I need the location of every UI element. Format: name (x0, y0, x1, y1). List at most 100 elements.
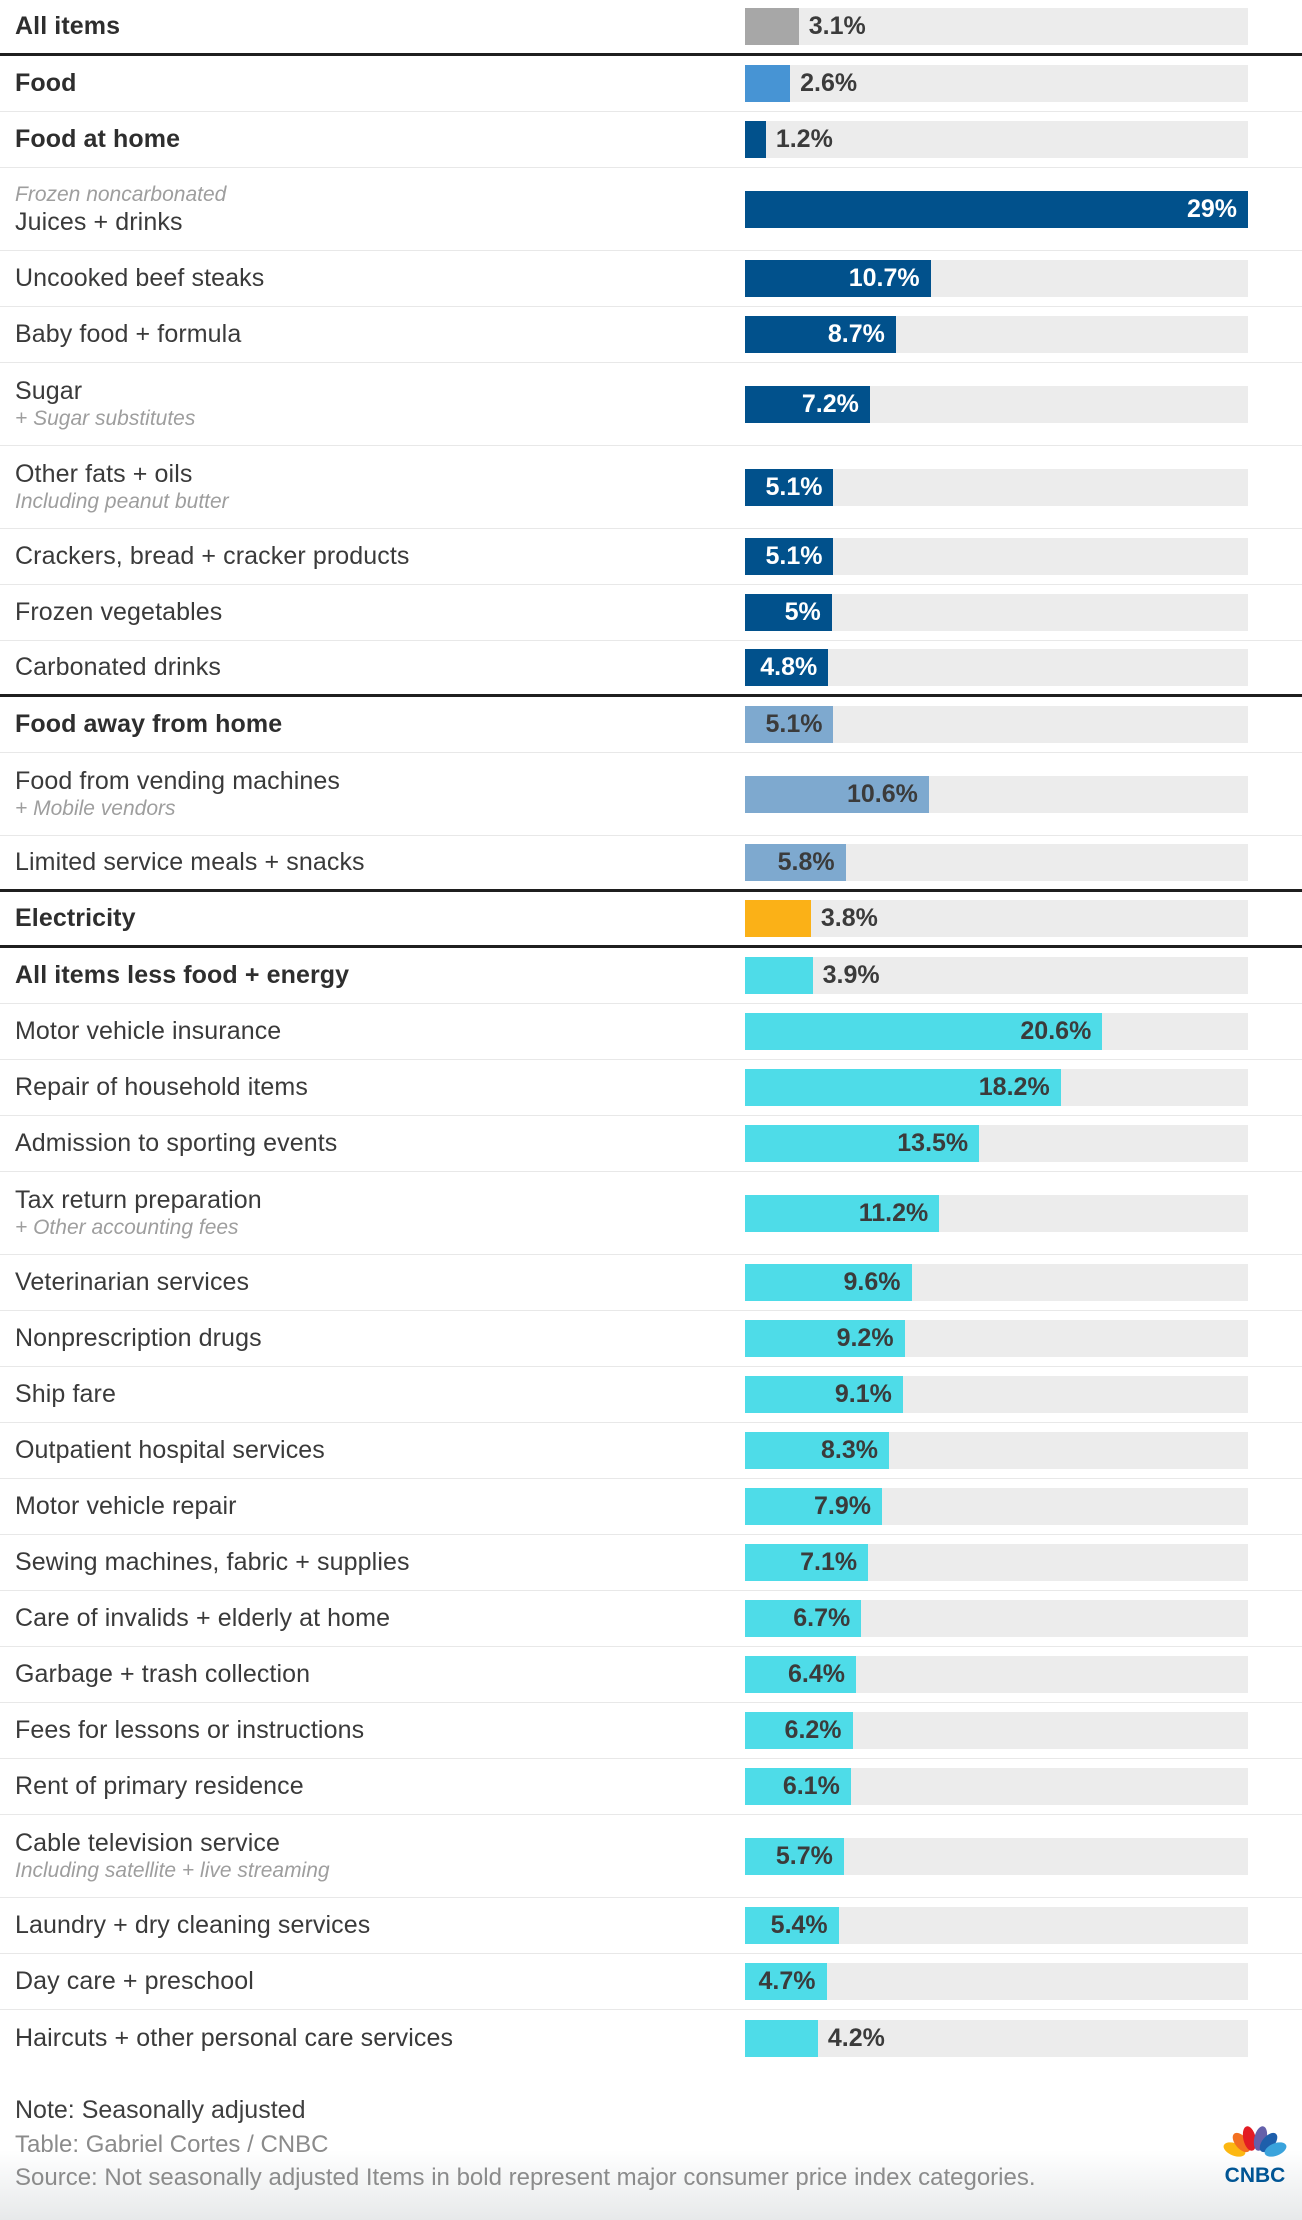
table-row: Cable television service Including satell… (0, 1815, 1302, 1898)
bar-cell: 5.1% (745, 538, 1248, 575)
row-label: Tax return preparation (15, 1185, 262, 1214)
row-label: Juices + drinks (15, 207, 183, 236)
row-label: Haircuts + other personal care services (15, 2023, 454, 2052)
bar-cell: 4.7% (745, 1963, 1248, 2000)
bar-track: 29% (745, 190, 1248, 228)
row-label: Uncooked beef steaks (15, 264, 265, 292)
bar-track: 7.2% (745, 385, 1248, 423)
bar-cell: 9.6% (745, 1264, 1248, 1301)
table-row: Garbage + trash collection 6.4% (0, 1647, 1302, 1703)
bar-cell: 5.7% (745, 1837, 1248, 1875)
bar: 5.1% (745, 538, 834, 575)
bar-cell: 29% (745, 190, 1248, 228)
bar-value-label: 9.1% (834, 1380, 892, 1408)
bar (745, 957, 813, 994)
bar (745, 900, 811, 937)
bar-cell: 4.8% (745, 649, 1248, 686)
bar: 6.1% (745, 1768, 851, 1805)
bar-value-label: 20.6% (1020, 1017, 1092, 1045)
row-label: Frozen vegetables (15, 598, 223, 626)
bottom-gradient-strip (0, 2150, 1302, 2220)
bar-value-label: 5% (784, 598, 821, 626)
bar-cell: 10.6% (745, 775, 1248, 813)
table-row: Electricity 3.8% (0, 892, 1302, 948)
bar-track: 5.4% (745, 1907, 1248, 1944)
table-row: Food from vending machines + Mobile vendo… (0, 753, 1302, 836)
cnbc-logo: CNBC (1223, 2126, 1287, 2187)
bar: 18.2% (745, 1069, 1061, 1106)
row-label-group: Outpatient hospital services (0, 1436, 745, 1465)
bar-cell: 1.2% (745, 121, 1248, 158)
bar-track: 4.7% (745, 1963, 1248, 2000)
row-label: Day care + preschool (15, 1967, 254, 1995)
row-label-group: Food away from home (0, 710, 745, 739)
row-label-group: Tax return preparation + Other accounting… (0, 1186, 745, 1241)
bar-track: 8.7% (745, 316, 1248, 353)
bar-cell: 7.9% (745, 1488, 1248, 1525)
table-row: Motor vehicle repair 7.9% (0, 1479, 1302, 1535)
row-label-group: All items (0, 12, 745, 41)
bar (745, 65, 791, 102)
bar-track: 1.2% (745, 121, 1248, 158)
table-row: Motor vehicle insurance 20.6% (0, 1004, 1302, 1060)
bar-cell: 6.4% (745, 1656, 1248, 1693)
table-row: Other fats + oils Including peanut butter… (0, 446, 1302, 529)
table-row: Limited service meals + snacks 5.8% (0, 836, 1302, 892)
row-label: Carbonated drinks (15, 653, 221, 681)
bar-track: 4.8% (745, 649, 1248, 686)
row-label-group: Day care + preschool (0, 1967, 745, 1996)
bar-value-label: 9.6% (843, 1268, 901, 1296)
row-label: Food away from home (15, 710, 283, 738)
bar: 9.2% (745, 1320, 905, 1357)
row-label: Care of invalids + elderly at home (15, 1604, 391, 1632)
bar-cell: 3.1% (745, 8, 1248, 45)
table-row: Baby food + formula 8.7% (0, 307, 1302, 363)
bar: 5% (745, 594, 832, 631)
row-label-group: Admission to sporting events (0, 1129, 745, 1158)
bar-value-label: 9.2% (836, 1324, 894, 1352)
table-row: Nonprescription drugs 9.2% (0, 1311, 1302, 1367)
peacock-icon (1223, 2126, 1287, 2157)
row-sublabel: + Mobile vendors (15, 796, 176, 820)
row-label: Admission to sporting events (15, 1129, 338, 1157)
row-label-group: Food from vending machines + Mobile vendo… (0, 767, 745, 822)
bar-value-label: 5.4% (770, 1911, 828, 1939)
bar-cell: 6.2% (745, 1712, 1248, 1749)
bar: 6.7% (745, 1600, 862, 1637)
bar-track: 5.1% (745, 468, 1248, 506)
cpi-bar-table: All items 3.1% Food 2.6% Food at home 1.2% Fro… (0, 0, 1302, 2057)
cnbc-wordmark: CNBC (1225, 2164, 1286, 2187)
row-label-group: Fees for lessons or instructions (0, 1716, 745, 1745)
bar-value-label: 7.9% (814, 1492, 872, 1520)
bar: 10.6% (745, 775, 929, 813)
footer-source: Source: Not seasonally adjusted Items in… (15, 2164, 1036, 2191)
table-row: All items 3.1% (0, 0, 1302, 56)
bar-value-label: 8.3% (820, 1436, 878, 1464)
bar-cell: 3.8% (745, 900, 1248, 937)
bar-track: 6.2% (745, 1712, 1248, 1749)
table-row: Repair of household items 18.2% (0, 1060, 1302, 1116)
bar-value-label: 29% (1186, 194, 1237, 223)
bar-cell: 5.1% (745, 468, 1248, 506)
bar-value-label: 5.7% (775, 1841, 833, 1870)
bar: 5.1% (745, 706, 834, 743)
bar: 7.1% (745, 1544, 869, 1581)
bar-track: 5.7% (745, 1837, 1248, 1875)
row-label: Baby food + formula (15, 320, 242, 348)
bar-track: 10.6% (745, 775, 1248, 813)
bar-track: 3.1% (745, 8, 1248, 45)
bar-track: 7.1% (745, 1544, 1248, 1581)
bar-value-label: 10.7% (848, 264, 920, 292)
table-row: Food at home 1.2% (0, 112, 1302, 168)
row-label-group: Rent of primary residence (0, 1772, 745, 1801)
row-label-group: Baby food + formula (0, 320, 745, 349)
row-label: Outpatient hospital services (15, 1436, 325, 1464)
bar-track: 10.7% (745, 260, 1248, 297)
bar: 20.6% (745, 1013, 1103, 1050)
bar-track: 2.6% (745, 65, 1248, 102)
bar: 29% (745, 190, 1248, 228)
bar (745, 121, 766, 158)
bar-track: 9.2% (745, 1320, 1248, 1357)
bar-cell: 11.2% (745, 1194, 1248, 1232)
row-label: Ship fare (15, 1380, 116, 1408)
